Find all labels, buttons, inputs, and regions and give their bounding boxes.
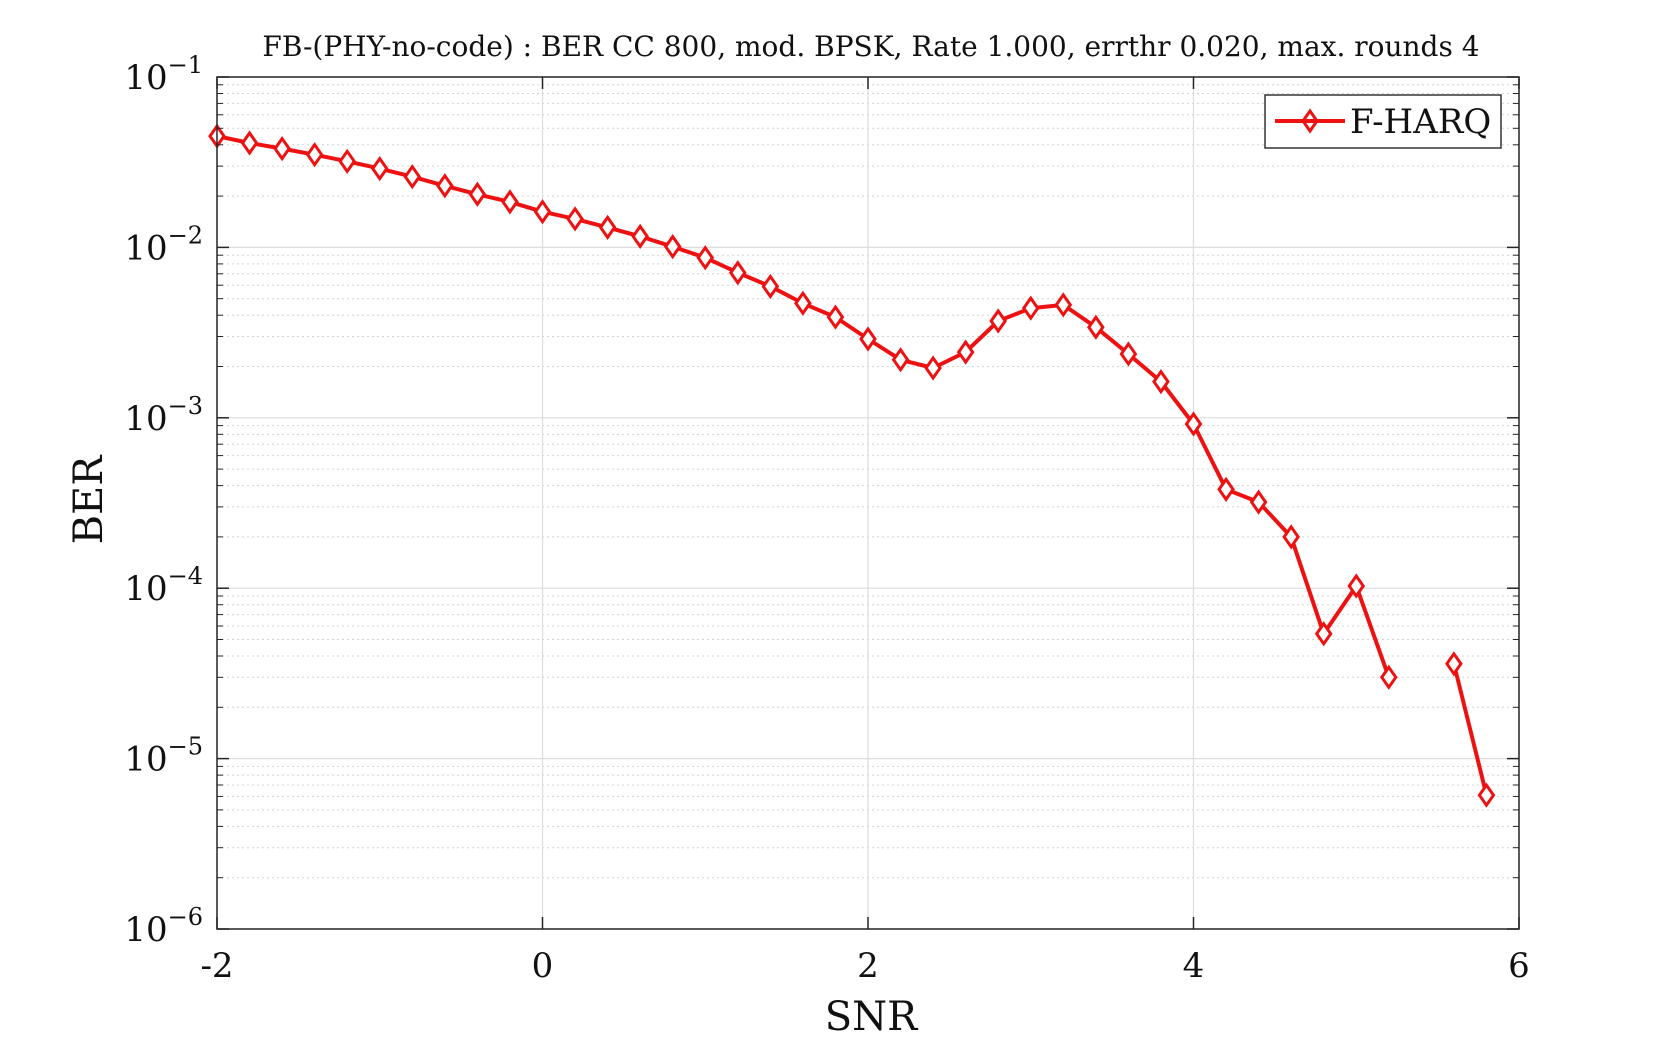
data-point-marker: [1152, 369, 1170, 395]
data-point-marker: [989, 308, 1008, 334]
x-tick-label: 2: [857, 946, 879, 986]
grid: [216, 76, 1520, 930]
data-point-marker: [728, 260, 747, 286]
data-point-marker: [1087, 314, 1105, 340]
series-line-f-harq: [1451, 663, 1489, 796]
axes: -2 0 2 4 6 10−1 10−2 10−3 10−4 10−5 10−6: [124, 51, 1529, 986]
x-axis-label: SNR: [825, 994, 919, 1040]
data-point-marker: [566, 206, 584, 232]
data-point-marker: [533, 199, 552, 225]
data-point-marker: [1314, 621, 1333, 647]
plot-area: [208, 123, 1496, 808]
x-tick-label: -2: [200, 946, 233, 986]
data-point-marker: [1379, 664, 1398, 690]
data-point-marker: [240, 130, 259, 156]
data-point-marker: [598, 214, 617, 241]
legend-diamond-marker: [1301, 108, 1319, 134]
data-point-marker: [436, 173, 454, 199]
data-point-marker: [924, 355, 942, 381]
data-point-marker: [859, 326, 877, 352]
data-point-marker: [1445, 651, 1463, 677]
y-tick-label: 10−3: [124, 392, 203, 439]
data-point-marker: [338, 148, 357, 174]
data-point-marker: [1477, 782, 1496, 808]
y-tick-label: 10−5: [124, 733, 203, 780]
x-tick-label: 6: [1508, 946, 1530, 986]
data-point-marker: [1054, 292, 1073, 318]
y-axis-label: BER: [66, 454, 112, 545]
data-point-marker: [631, 223, 649, 250]
data-point-marker: [501, 189, 519, 215]
x-tick-label: 0: [532, 946, 554, 986]
legend: F-HARQ: [1264, 94, 1502, 149]
chart-title: FB-(PHY-no-code) : BER CC 800, mod. BPSK…: [262, 30, 1479, 63]
data-point-marker: [663, 234, 682, 260]
data-point-marker: [891, 347, 910, 373]
data-point-marker: [794, 290, 812, 316]
data-point-marker: [305, 142, 324, 168]
data-point-marker: [826, 304, 845, 330]
y-tick-label: 10−4: [124, 562, 203, 609]
x-tick-label: 4: [1183, 946, 1205, 986]
data-point-marker: [1217, 476, 1235, 503]
data-point-marker: [1249, 489, 1268, 515]
data-point-marker: [1119, 341, 1138, 367]
y-tick-label: 10−2: [124, 221, 203, 268]
data-point-marker: [1282, 524, 1300, 550]
y-tick-label: 10−1: [124, 51, 203, 98]
data-point-marker: [1184, 411, 1203, 437]
data-point-marker: [696, 245, 715, 271]
data-point-marker: [403, 164, 422, 190]
legend-entry-label: F-HARQ: [1350, 102, 1491, 142]
data-point-marker: [761, 273, 780, 300]
data-point-marker: [1021, 295, 1040, 321]
y-tick-label: 10−6: [124, 903, 203, 950]
data-point-marker: [273, 135, 291, 162]
data-point-marker: [370, 155, 389, 182]
data-point-marker: [468, 181, 487, 207]
data-point-marker: [956, 339, 975, 365]
data-point-marker: [1347, 573, 1366, 599]
